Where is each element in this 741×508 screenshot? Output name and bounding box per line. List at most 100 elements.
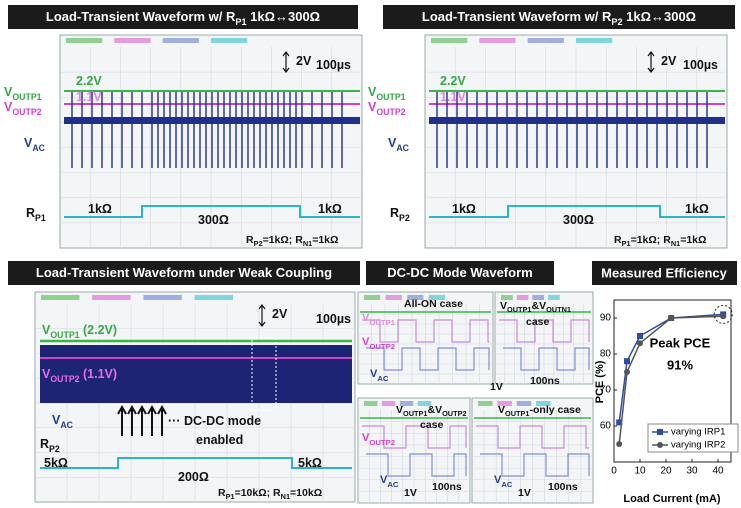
text-part: Load-Transient Waveform w/ R <box>46 9 236 24</box>
text-part: 100µs <box>316 58 351 72</box>
subscript: P2 <box>254 239 263 248</box>
text-part: =1kΩ; R <box>263 234 304 246</box>
panel-title: Measured Efficiency <box>601 265 727 280</box>
text-part: enabled <box>196 433 243 447</box>
text-part: (1.1V) <box>80 367 118 381</box>
marker <box>624 358 630 364</box>
text-part: R <box>40 437 49 451</box>
resistance-label: 1kΩ <box>452 202 476 216</box>
text-part: 1kΩ↔300Ω <box>247 9 321 24</box>
resistance-label: 5kΩ <box>44 456 68 470</box>
case-label: case <box>420 419 444 431</box>
text-part: ··· DC-DC mode <box>168 414 261 428</box>
note-label: enabled <box>196 433 243 447</box>
subscript: OUTP1 <box>369 318 395 327</box>
resistance-label: 1kΩ <box>88 202 112 216</box>
subscript: AC <box>387 480 399 489</box>
scope-chip <box>143 295 181 300</box>
signal-label: VAC <box>24 136 46 153</box>
signal-label: RP1 <box>26 206 46 223</box>
text-part: 2V <box>661 54 677 68</box>
annotation: 91% <box>667 357 693 372</box>
subscript: OUTP1 <box>376 92 405 102</box>
marker <box>637 340 643 346</box>
legend-label: varying IRP2 <box>671 440 725 451</box>
subscript: OUTP2 <box>369 342 395 351</box>
subscript: OUTP2 <box>50 374 79 384</box>
scale-label: 100µs <box>316 312 351 326</box>
legend-marker <box>657 429 663 435</box>
text-part: 5kΩ <box>298 456 322 470</box>
level-label: 1.1V <box>76 90 102 104</box>
subscript: OUTP2 <box>369 438 395 447</box>
resistance-label: 5kΩ <box>298 456 322 470</box>
text-part: 100ns <box>432 481 462 493</box>
resistance-label: 300Ω <box>563 213 594 227</box>
text-part: &V <box>428 404 443 416</box>
x-axis-label: Load Current (mA) <box>623 493 721 505</box>
subscript: N1 <box>671 239 680 248</box>
legend-marker <box>657 442 663 448</box>
figure: Load-Transient Waveform w/ RP1 1kΩ↔300Ω … <box>0 0 741 508</box>
subscript: N1 <box>303 239 312 248</box>
scope-chip <box>211 38 247 43</box>
case-label: All-ON case <box>404 298 463 310</box>
subscript: P2 <box>399 213 410 223</box>
text-part: (2.2V) <box>80 323 118 337</box>
text-part: 300Ω <box>198 213 229 227</box>
subscript: P1 <box>35 213 46 223</box>
text-part: 1kΩ <box>452 202 476 216</box>
note-label: ··· DC-DC mode <box>168 414 261 428</box>
text-part: 2.2V <box>76 74 102 88</box>
marker <box>668 315 674 321</box>
text-part: 2.2V <box>440 74 466 88</box>
text-part: 300Ω <box>563 213 594 227</box>
x-tick-label: 10 <box>634 466 646 477</box>
scale-label: 100ns <box>548 481 578 493</box>
resistance-label: 1kΩ <box>318 202 342 216</box>
scope-chip <box>364 401 377 406</box>
text-part: 1V <box>490 381 503 393</box>
text-part: V <box>396 404 403 416</box>
scope-chip <box>548 295 560 300</box>
marker <box>624 369 630 375</box>
text-part: =1kΩ; R <box>631 234 672 246</box>
text-part: 1kΩ <box>685 202 709 216</box>
y-tick-label: 80 <box>600 349 612 360</box>
text-part: 2V <box>272 307 288 321</box>
text-part: V <box>498 404 505 416</box>
text-part: 5kΩ <box>44 456 68 470</box>
x-tick-label: 0 <box>611 466 617 477</box>
text-part: R <box>390 206 399 220</box>
text-part: =1kΩ <box>680 234 706 246</box>
signal-label: VOUTP2 <box>368 100 406 117</box>
scale-label: 1V <box>490 381 503 393</box>
subscript: OUTP1 <box>403 409 427 418</box>
text-part: 100ns <box>530 375 560 387</box>
scope-chip <box>195 295 233 300</box>
resistance-label: 300Ω <box>198 213 229 227</box>
scope-chip <box>517 295 529 300</box>
signal-label: VOUTP2 <box>4 100 42 117</box>
scope-chip <box>114 38 150 43</box>
subscript: AC <box>32 143 45 153</box>
subscript: AC <box>60 420 73 430</box>
text-part: V <box>500 300 507 312</box>
scope-chip <box>576 38 612 43</box>
legend-label: varying IRP1 <box>671 427 725 438</box>
text-part: &V <box>532 300 547 312</box>
x-tick-label: 40 <box>712 466 724 477</box>
text-part: 1kΩ <box>318 202 342 216</box>
subscript: AC <box>396 143 409 153</box>
scale-label: 1V <box>404 487 417 499</box>
text-part: 1.1V <box>76 90 102 104</box>
y-axis-label: PCE (%) <box>594 360 606 403</box>
subscript: OUTP1 <box>12 92 41 102</box>
subscript: OUTP2 <box>12 107 41 117</box>
text-part: All-ON case <box>404 298 463 310</box>
scale-label: 2V <box>661 54 677 68</box>
y-tick-label: 60 <box>600 421 612 432</box>
subscript: OUTN1 <box>546 305 571 314</box>
subscript: P1 <box>235 17 246 27</box>
text-part: R <box>26 206 35 220</box>
